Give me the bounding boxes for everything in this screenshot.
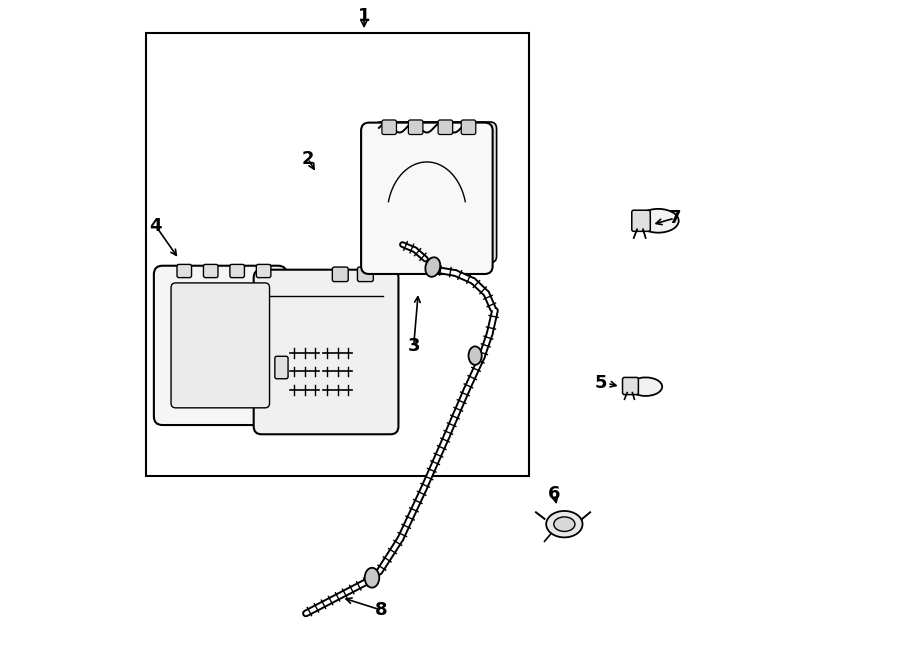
- FancyBboxPatch shape: [461, 120, 476, 135]
- Ellipse shape: [426, 257, 440, 277]
- FancyBboxPatch shape: [361, 123, 492, 274]
- Text: 1: 1: [358, 7, 370, 25]
- FancyBboxPatch shape: [632, 210, 651, 231]
- FancyBboxPatch shape: [254, 270, 399, 434]
- FancyBboxPatch shape: [623, 377, 638, 395]
- Ellipse shape: [546, 511, 582, 537]
- FancyBboxPatch shape: [357, 267, 374, 282]
- Text: 8: 8: [375, 601, 388, 619]
- FancyBboxPatch shape: [374, 122, 497, 263]
- Ellipse shape: [469, 346, 482, 365]
- FancyBboxPatch shape: [230, 264, 245, 278]
- FancyBboxPatch shape: [146, 33, 529, 476]
- Text: 3: 3: [408, 337, 420, 356]
- Text: 7: 7: [669, 209, 681, 227]
- Text: 4: 4: [149, 217, 162, 235]
- Ellipse shape: [638, 209, 679, 233]
- Text: 6: 6: [548, 485, 561, 504]
- Ellipse shape: [554, 517, 575, 531]
- Text: 5: 5: [595, 374, 608, 393]
- FancyBboxPatch shape: [203, 264, 218, 278]
- FancyBboxPatch shape: [154, 266, 287, 425]
- FancyBboxPatch shape: [332, 267, 348, 282]
- FancyBboxPatch shape: [171, 283, 269, 408]
- FancyBboxPatch shape: [177, 264, 192, 278]
- FancyBboxPatch shape: [274, 356, 288, 379]
- Ellipse shape: [364, 568, 379, 588]
- Text: 2: 2: [302, 149, 314, 168]
- FancyBboxPatch shape: [438, 120, 453, 135]
- Ellipse shape: [629, 377, 662, 396]
- FancyBboxPatch shape: [382, 120, 397, 135]
- FancyBboxPatch shape: [256, 264, 271, 278]
- FancyBboxPatch shape: [409, 120, 423, 135]
